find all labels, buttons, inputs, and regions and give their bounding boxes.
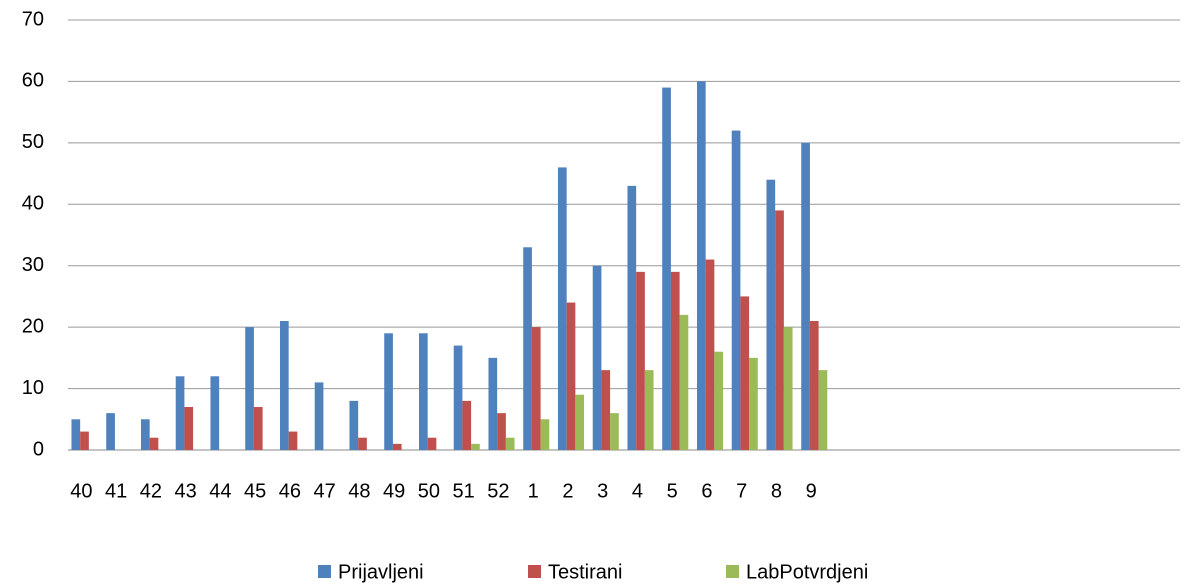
bar [418, 333, 428, 450]
bar [566, 302, 576, 450]
legend-label: LabPotvrdjeni [746, 561, 868, 583]
y-tick-label: 10 [22, 377, 44, 399]
bar [809, 321, 819, 450]
x-tick-label: 2 [562, 480, 573, 502]
bar [740, 296, 750, 450]
legend-swatch [318, 565, 331, 578]
bar [540, 419, 550, 450]
bar [749, 357, 758, 450]
bar [245, 327, 254, 450]
bar [575, 394, 585, 450]
x-tick-label: 3 [597, 480, 608, 502]
bar [610, 413, 619, 450]
x-tick-label: 52 [487, 480, 509, 502]
x-tick-label: 50 [418, 480, 440, 502]
bar [488, 357, 498, 450]
bar [636, 271, 645, 450]
bar [497, 413, 506, 450]
y-tick-label: 50 [22, 131, 44, 153]
bar [523, 247, 532, 450]
x-tick-label: 51 [453, 480, 475, 502]
bar [140, 419, 150, 450]
x-tick-label: 5 [667, 480, 678, 502]
bar [392, 443, 402, 450]
x-tick-label: 42 [140, 480, 162, 502]
x-tick-label: 8 [771, 480, 782, 502]
x-tick-label: 4 [632, 480, 643, 502]
bar [106, 413, 115, 450]
bar [149, 437, 159, 450]
legend-label: Prijavljeni [338, 561, 424, 583]
legend-label: Testirani [548, 561, 622, 583]
x-tick-label: 6 [701, 480, 712, 502]
bar [175, 376, 185, 450]
y-tick-label: 70 [22, 8, 44, 30]
x-tick-label: 49 [383, 480, 405, 502]
bar [80, 431, 89, 450]
bar [627, 185, 637, 450]
bar [801, 142, 810, 450]
bar [531, 327, 541, 450]
bar [314, 382, 324, 450]
bar [592, 265, 602, 450]
bar [462, 400, 472, 450]
x-tick-label: 41 [105, 480, 127, 502]
y-tick-label: 0 [33, 438, 44, 460]
bar [279, 321, 289, 450]
bar [253, 407, 263, 450]
y-tick-label: 30 [22, 254, 44, 276]
x-tick-label: 1 [528, 480, 539, 502]
bar [775, 210, 784, 450]
bar [71, 419, 81, 450]
x-tick-label: 40 [70, 480, 92, 502]
y-tick-label: 60 [22, 70, 44, 92]
bar [557, 167, 567, 450]
bar [184, 407, 194, 450]
x-tick-label: 46 [279, 480, 301, 502]
bar [505, 437, 515, 450]
x-tick-label: 9 [806, 480, 817, 502]
x-tick-label: 43 [175, 480, 197, 502]
bar [288, 431, 298, 450]
bar [349, 400, 359, 450]
legend-swatch [528, 565, 541, 578]
bar [662, 87, 671, 451]
bar [601, 370, 611, 450]
bar [427, 437, 437, 450]
bar [705, 259, 715, 450]
bar [783, 327, 793, 450]
y-tick-label: 40 [22, 193, 44, 215]
x-tick-label: 48 [348, 480, 370, 502]
legend-swatch [726, 565, 739, 578]
bar [210, 376, 220, 450]
bar [714, 351, 724, 450]
bar [818, 370, 828, 450]
bar [358, 437, 367, 450]
x-tick-label: 7 [736, 480, 747, 502]
bar [731, 130, 741, 451]
bar [471, 443, 480, 450]
bar [453, 345, 463, 450]
bar [679, 314, 689, 450]
x-tick-label: 47 [314, 480, 336, 502]
x-tick-label: 45 [244, 480, 266, 502]
bar [644, 370, 654, 450]
bar [766, 179, 776, 450]
bar [384, 333, 393, 450]
y-tick-label: 20 [22, 315, 44, 337]
bar [696, 81, 706, 450]
bar [670, 271, 680, 450]
x-tick-label: 44 [209, 480, 231, 502]
